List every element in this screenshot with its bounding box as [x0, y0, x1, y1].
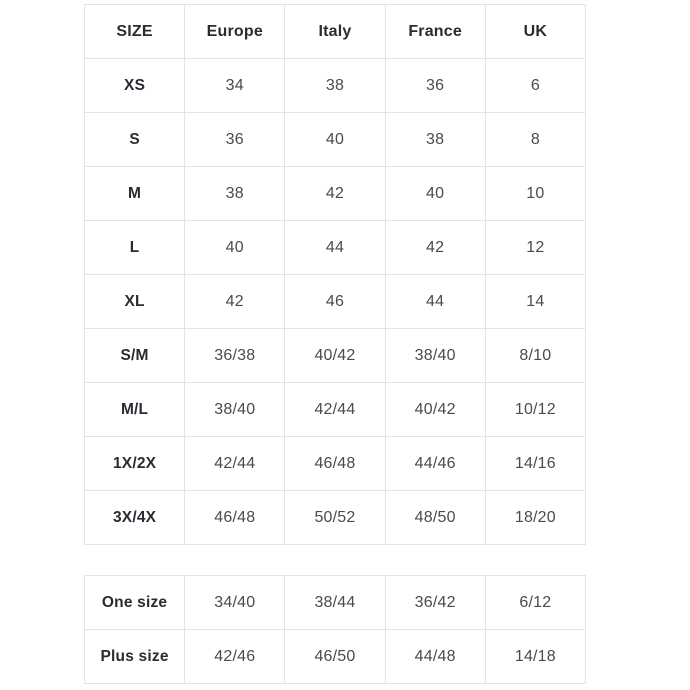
size-value-cell: 10	[484, 166, 587, 221]
size-value-cell: 44	[384, 274, 486, 329]
size-value-cell: 38/40	[384, 328, 486, 383]
size-value-cell: 6	[484, 58, 587, 113]
special-sizes-table: One size 34/40 38/44 36/42 6/12 Plus size 42/4…	[83, 575, 587, 684]
size-value-cell: 46/48	[284, 436, 386, 491]
size-value-cell: 40	[284, 112, 386, 167]
table-row: S/M 36/38 40/42 38/40 8/10	[83, 328, 587, 383]
row-label: 3X/4X	[83, 490, 186, 545]
size-value-cell: 46/48	[184, 490, 286, 545]
size-value-cell: 44	[284, 220, 386, 275]
size-value-cell: 42	[184, 274, 286, 329]
row-label: 1X/2X	[83, 436, 186, 491]
row-label: S/M	[83, 328, 186, 383]
row-label: XL	[83, 274, 186, 329]
size-value-cell: 14/16	[484, 436, 587, 491]
size-value-cell: 38/40	[184, 382, 286, 437]
size-value-cell: 36	[184, 112, 286, 167]
size-table-body: XS 34 38 36 6 S 36 40 38 8 M 38 42 40 10 L 40 44 42 12 XL 42 4…	[83, 58, 587, 545]
size-value-cell: 48/50	[384, 490, 486, 545]
size-value-cell: 42/44	[284, 382, 386, 437]
table-row: 3X/4X 46/48 50/52 48/50 18/20	[83, 490, 587, 545]
row-label: L	[83, 220, 186, 275]
size-value-cell: 46	[284, 274, 386, 329]
size-table-head: SIZE Europe Italy France UK	[83, 4, 587, 59]
header-row: SIZE Europe Italy France UK	[83, 4, 587, 59]
size-value-cell: 34/40	[184, 575, 286, 630]
size-value-cell: 42/46	[184, 629, 286, 684]
table-row: L 40 44 42 12	[83, 220, 587, 275]
special-sizes-table-body: One size 34/40 38/44 36/42 6/12 Plus size 42/4…	[83, 575, 587, 684]
row-label: XS	[83, 58, 186, 113]
size-value-cell: 50/52	[284, 490, 386, 545]
column-header: UK	[484, 4, 587, 59]
size-value-cell: 36/38	[184, 328, 286, 383]
size-value-cell: 44/48	[384, 629, 486, 684]
row-label: Plus size	[83, 629, 186, 684]
table-row: XS 34 38 36 6	[83, 58, 587, 113]
size-value-cell: 40/42	[284, 328, 386, 383]
size-value-cell: 38	[384, 112, 486, 167]
column-header: Europe	[184, 4, 286, 59]
size-value-cell: 46/50	[284, 629, 386, 684]
row-label: S	[83, 112, 186, 167]
table-row: Plus size 42/46 46/50 44/48 14/18	[83, 629, 587, 684]
table-row: One size 34/40 38/44 36/42 6/12	[83, 575, 587, 630]
size-value-cell: 38	[284, 58, 386, 113]
size-value-cell: 12	[484, 220, 587, 275]
size-value-cell: 10/12	[484, 382, 587, 437]
size-value-cell: 42	[284, 166, 386, 221]
table-row: S 36 40 38 8	[83, 112, 587, 167]
size-value-cell: 40	[384, 166, 486, 221]
size-value-cell: 38	[184, 166, 286, 221]
size-value-cell: 42/44	[184, 436, 286, 491]
table-row: XL 42 46 44 14	[83, 274, 587, 329]
table-row: 1X/2X 42/44 46/48 44/46 14/16	[83, 436, 587, 491]
size-value-cell: 14	[484, 274, 587, 329]
column-header: France	[384, 4, 486, 59]
size-value-cell: 36	[384, 58, 486, 113]
size-value-cell: 40/42	[384, 382, 486, 437]
column-header: Italy	[284, 4, 386, 59]
size-conversion-table: SIZE Europe Italy France UK XS 34 38 36 6 S 36 40 38…	[83, 4, 587, 545]
size-value-cell: 6/12	[484, 575, 587, 630]
table-row: M/L 38/40 42/44 40/42 10/12	[83, 382, 587, 437]
size-value-cell: 44/46	[384, 436, 486, 491]
table-row: M 38 42 40 10	[83, 166, 587, 221]
size-value-cell: 14/18	[484, 629, 587, 684]
size-value-cell: 38/44	[284, 575, 386, 630]
row-label: M	[83, 166, 186, 221]
size-value-cell: 40	[184, 220, 286, 275]
size-value-cell: 8	[484, 112, 587, 167]
size-value-cell: 18/20	[484, 490, 587, 545]
size-value-cell: 36/42	[384, 575, 486, 630]
size-value-cell: 34	[184, 58, 286, 113]
size-value-cell: 8/10	[484, 328, 587, 383]
column-header: SIZE	[83, 4, 186, 59]
size-value-cell: 42	[384, 220, 486, 275]
row-label: One size	[83, 575, 186, 630]
row-label: M/L	[83, 382, 186, 437]
